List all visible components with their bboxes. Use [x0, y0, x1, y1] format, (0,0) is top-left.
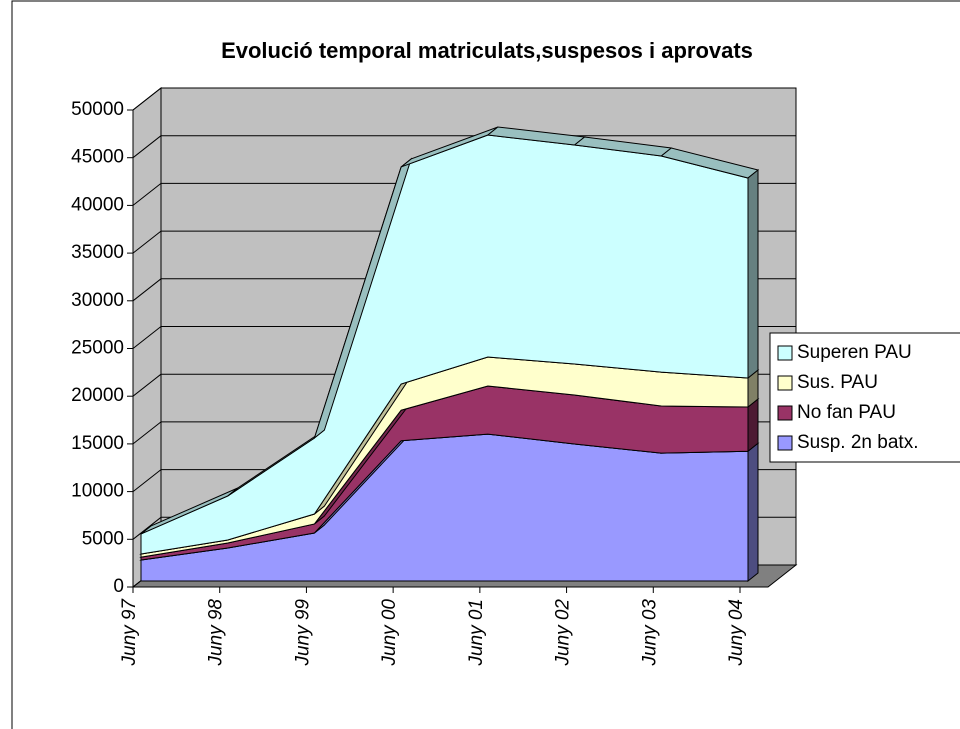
grid-line [132, 230, 162, 254]
legend-label: Sus. PAU [797, 372, 878, 393]
legend-swatch [777, 435, 793, 451]
grid-line [132, 87, 162, 111]
x-tick-label: Juny 99 [292, 599, 313, 667]
y-tick-label: 10000 [71, 481, 124, 502]
x-tick-label: Juny 00 [379, 599, 400, 667]
legend-label: No fan PAU [797, 402, 896, 423]
legend-label: Superen PAU [797, 342, 912, 363]
legend [769, 332, 960, 463]
x-tick-label: Juny 03 [639, 599, 660, 667]
x-tick-label: Juny 01 [466, 599, 487, 667]
area-side [747, 397, 759, 453]
grid-line [132, 373, 162, 397]
x-tick-label: Juny 02 [553, 599, 574, 667]
grid-line [132, 469, 162, 492]
grid-line [132, 421, 162, 445]
x-tick-label: Juny 97 [119, 598, 140, 667]
x-tick-label: Juny 98 [206, 599, 227, 667]
y-tick-label: 15000 [71, 433, 124, 454]
y-tick-label: 0 [113, 576, 124, 597]
chart-title: Evolució temporal matriculats,suspesos i… [221, 38, 753, 63]
legend-label: Susp. 2n batx. [797, 432, 918, 453]
legend-swatch [777, 345, 793, 361]
grid-line [132, 516, 162, 540]
legend-swatch [777, 375, 793, 391]
legend-swatch [777, 405, 793, 421]
y-tick-label: 30000 [71, 290, 124, 311]
area-side [747, 168, 759, 380]
grid-line [132, 278, 162, 302]
grid-line [132, 326, 162, 349]
y-tick-label: 45000 [71, 147, 124, 168]
y-tick-label: 5000 [82, 528, 124, 549]
y-tick-label: 20000 [71, 385, 124, 406]
grid-line [132, 135, 162, 159]
grid-line [132, 183, 162, 206]
x-tick-label: Juny 04 [726, 599, 747, 667]
y-tick-label: 50000 [71, 99, 124, 120]
y-tick-label: 25000 [71, 338, 124, 359]
y-tick-label: 40000 [71, 194, 124, 215]
y-tick-label: 35000 [71, 242, 124, 263]
area-side [747, 442, 759, 583]
